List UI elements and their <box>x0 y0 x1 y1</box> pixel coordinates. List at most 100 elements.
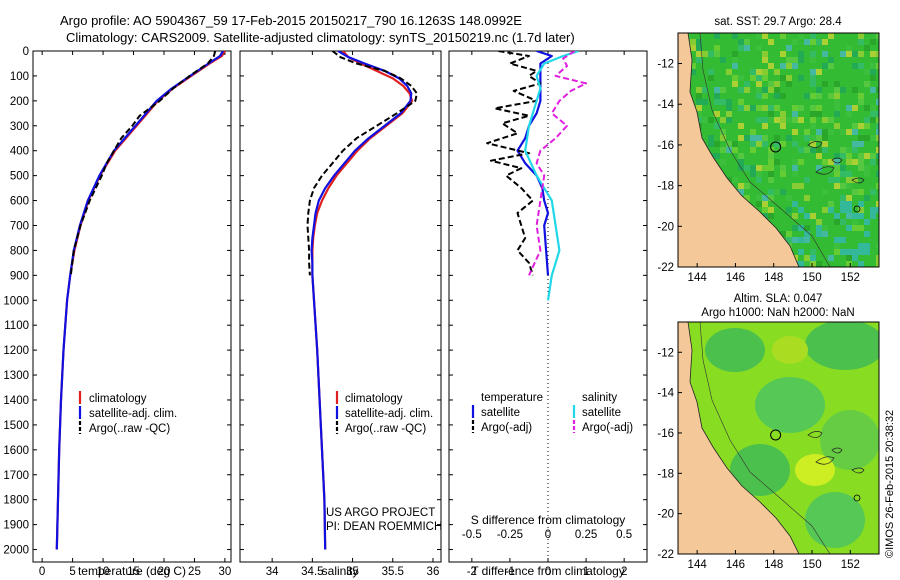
sst-cell <box>840 237 846 243</box>
sst-cell <box>846 153 852 159</box>
sst-cell <box>732 51 738 57</box>
map-y-tick-label: -20 <box>657 509 674 521</box>
sst-cell <box>828 129 834 135</box>
sst-cell <box>738 39 744 45</box>
sst-cell <box>864 123 870 129</box>
difference-x-label: T difference from climatology <box>471 564 625 578</box>
map-y-tick-label: -18 <box>657 181 674 193</box>
sst-cell <box>714 51 720 57</box>
sst-cell <box>810 213 816 219</box>
pi-annotation: PI: DEAN ROEMMICH <box>326 521 442 533</box>
sst-cell <box>876 255 879 261</box>
sst-cell <box>720 99 726 105</box>
sst-cell <box>798 225 804 231</box>
sst-cell <box>696 117 702 123</box>
legend-label-sal-satellite: satellite <box>582 407 621 419</box>
sst-cell <box>840 219 846 225</box>
map-y-tick-label: -12 <box>657 59 674 71</box>
sst-cell <box>840 201 846 207</box>
difference-legend: temperature salinity satellite Argo(-adj… <box>471 392 633 434</box>
x-tick-label: 35 <box>346 566 359 578</box>
sst-cell <box>858 243 864 249</box>
sst-cell <box>774 105 780 111</box>
x-tick-label: 15 <box>127 566 140 578</box>
sst-cell <box>840 165 846 171</box>
temperature-legend: climatology satellite-adj. clim. Argo(..… <box>78 391 177 435</box>
sla-high-blob <box>795 454 835 486</box>
sst-cell <box>804 177 810 183</box>
y-tick-label: 1000 <box>3 295 29 307</box>
sst-cell <box>810 135 816 141</box>
sst-cell <box>864 105 870 111</box>
sst-cell <box>756 87 762 93</box>
sst-cell <box>852 129 858 135</box>
sst-cell <box>756 69 762 75</box>
sst-cell <box>792 183 798 189</box>
sst-cell <box>852 105 858 111</box>
sst-cell <box>816 111 822 117</box>
y-tick-label: 2000 <box>3 545 29 557</box>
sst-cell <box>858 39 864 45</box>
sst-cell <box>726 147 732 153</box>
sst-cell <box>846 213 852 219</box>
sst-cell <box>834 153 840 159</box>
sst-cell <box>846 129 852 135</box>
temperature-x-ticks: 0 5 10 15 20 25 30 <box>39 51 231 578</box>
y-tick-label: 1500 <box>3 420 29 432</box>
sst-cell <box>762 33 768 39</box>
sst-cell <box>864 117 870 123</box>
sst-cell <box>828 57 834 63</box>
sst-cell <box>756 81 762 87</box>
sst-cell <box>810 33 816 39</box>
series-line-climatology <box>55 51 226 550</box>
sst-cell <box>732 75 738 81</box>
sst-cell <box>858 165 864 171</box>
sst-cell <box>834 249 840 255</box>
sst-cell <box>816 105 822 111</box>
sst-cell <box>768 171 774 177</box>
sst-cell <box>846 195 852 201</box>
sst-cell <box>786 231 792 237</box>
sst-cell <box>774 147 780 153</box>
difference-top-label: S difference from climatology <box>471 513 626 527</box>
sst-cell <box>870 51 876 57</box>
sst-cell <box>834 105 840 111</box>
sst-cell <box>858 249 864 255</box>
sst-cell <box>768 159 774 165</box>
sst-cell <box>798 237 804 243</box>
legend-title-salinity: salinity <box>582 392 617 404</box>
sst-cell <box>816 87 822 93</box>
sst-cell <box>780 93 786 99</box>
sst-cell <box>768 111 774 117</box>
sst-cell <box>852 213 858 219</box>
sst-cell <box>696 105 702 111</box>
sst-cell <box>708 69 714 75</box>
temperature-y-ticks: 0 100 200 300 400 500 600 700 800 900 1000 1100 1200… <box>3 46 231 557</box>
legend-label-temp-satellite: satellite <box>481 407 520 419</box>
sst-cell <box>690 69 696 75</box>
sst-cell <box>840 249 846 255</box>
sst-cell <box>816 219 822 225</box>
sst-cell <box>786 135 792 141</box>
sst-cell <box>876 159 879 165</box>
sst-cell <box>870 159 876 165</box>
y-tick-label: 1600 <box>3 445 29 457</box>
sst-cell <box>798 57 804 63</box>
sla-low-blob <box>705 328 765 372</box>
map-x-tick-label: 144 <box>688 272 708 284</box>
sla-reef-islands <box>807 431 865 474</box>
y-tick-label: 500 <box>10 171 29 183</box>
sst-cell <box>822 231 828 237</box>
sst-cell <box>702 87 708 93</box>
sst-cell <box>852 123 858 129</box>
map-y-tick-label: -22 <box>657 549 674 561</box>
sst-cell <box>822 141 828 147</box>
y-tick-label: 900 <box>10 270 29 282</box>
sst-cell <box>834 123 840 129</box>
sst-cell <box>774 135 780 141</box>
sst-cell <box>756 201 762 207</box>
sst-cell <box>858 201 864 207</box>
legend-label-satellite: satellite-adj. clim. <box>89 408 177 420</box>
sst-cell <box>792 111 798 117</box>
x-tick-label: 10 <box>97 566 110 578</box>
